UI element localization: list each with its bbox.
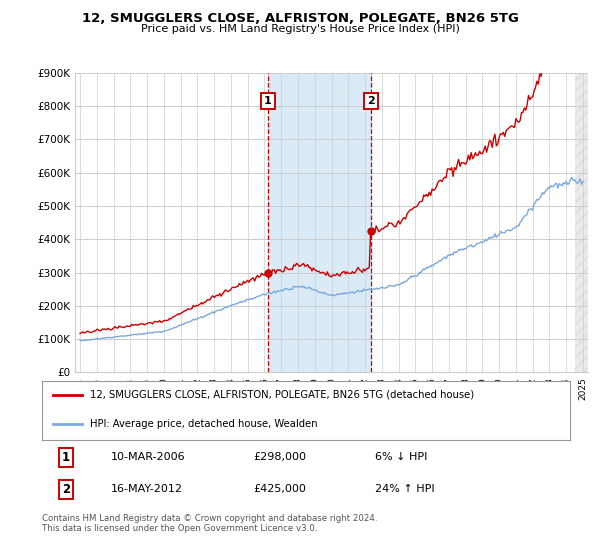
Text: Price paid vs. HM Land Registry's House Price Index (HPI): Price paid vs. HM Land Registry's House … — [140, 24, 460, 34]
Text: Contains HM Land Registry data © Crown copyright and database right 2024.
This d: Contains HM Land Registry data © Crown c… — [42, 514, 377, 534]
Bar — [575, 73, 588, 372]
Text: 10-MAR-2006: 10-MAR-2006 — [110, 452, 185, 462]
Text: 1: 1 — [264, 96, 272, 106]
Text: £298,000: £298,000 — [253, 452, 306, 462]
Text: 1: 1 — [62, 451, 70, 464]
Text: 2: 2 — [62, 483, 70, 496]
Text: 12, SMUGGLERS CLOSE, ALFRISTON, POLEGATE, BN26 5TG: 12, SMUGGLERS CLOSE, ALFRISTON, POLEGATE… — [82, 12, 518, 25]
Text: 12, SMUGGLERS CLOSE, ALFRISTON, POLEGATE, BN26 5TG (detached house): 12, SMUGGLERS CLOSE, ALFRISTON, POLEGATE… — [89, 390, 473, 400]
Text: 24% ↑ HPI: 24% ↑ HPI — [374, 484, 434, 494]
Text: 6% ↓ HPI: 6% ↓ HPI — [374, 452, 427, 462]
Bar — [268, 73, 371, 372]
Text: 16-MAY-2012: 16-MAY-2012 — [110, 484, 182, 494]
Text: 2: 2 — [367, 96, 375, 106]
Text: HPI: Average price, detached house, Wealden: HPI: Average price, detached house, Weal… — [89, 419, 317, 430]
Text: £425,000: £425,000 — [253, 484, 306, 494]
